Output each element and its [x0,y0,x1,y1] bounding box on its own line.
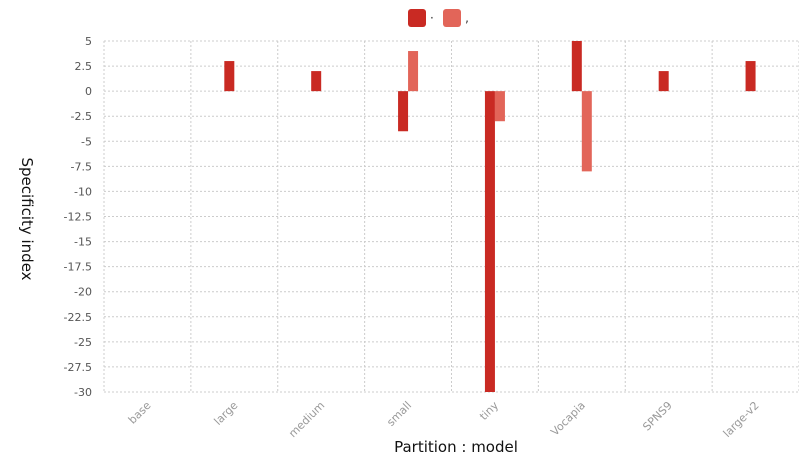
y-tick-label: 2.5 [75,60,93,73]
y-tick-label: 5 [85,35,92,48]
x-tick-label: base [126,399,154,427]
x-tick-label: medium [286,399,327,440]
y-tick-label: -22.5 [64,311,92,324]
y-tick-label: -30 [74,386,92,399]
y-tick-label: -20 [74,286,92,299]
x-axis-ticks: base large medium small tiny Vocapia SPNS9 larg… [126,399,762,441]
x-tick-label: small [384,399,414,429]
y-tick-label: -25 [74,336,92,349]
y-tick-label: -27.5 [64,361,92,374]
x-tick-label: large [212,399,241,428]
legend-label[interactable]: · [430,11,434,25]
y-tick-label: -2.5 [71,110,92,123]
bar-series-1-Vocapia[interactable] [571,41,582,92]
y-tick-label: -15 [74,236,92,249]
grid-lines [103,40,799,393]
bar-series-2-small[interactable] [408,51,419,92]
y-tick-label: -17.5 [64,261,92,274]
x-tick-label: Vocapia [548,399,588,439]
x-axis-title: Partition : model [394,438,518,456]
legend-swatch[interactable] [443,9,461,27]
y-tick-label: 0 [85,85,92,98]
x-tick-label: SPNS9 [640,399,675,434]
y-tick-label: -10 [74,185,92,198]
legend-swatch[interactable] [408,9,426,27]
legend-label[interactable]: ‚ [465,11,469,25]
y-tick-label: -7.5 [71,160,92,173]
bar-series-1-medium[interactable] [311,71,322,92]
bar-series-1-tiny[interactable] [484,91,495,393]
bars [224,41,756,393]
x-tick-label: tiny [477,399,501,423]
y-tick-label: -5 [81,135,92,148]
y-axis-ticks: 5 2.5 0 -2.5 -5 -7.5 -10 -12.5 -15 -17.5 -20 -22.5 -… [64,35,92,399]
x-tick-label: large-v2 [721,399,762,440]
bar-series-2-Vocapia[interactable] [581,91,592,172]
bar-series-2-tiny[interactable] [494,91,505,122]
bar-series-1-SPNS9[interactable] [658,71,669,92]
bar-series-1-large[interactable] [224,61,235,92]
legend[interactable]: · ‚ [408,9,469,27]
bar-series-1-small[interactable] [398,91,409,132]
y-axis-title: Specificity index [18,157,36,280]
bar-series-1-large-v2[interactable] [745,61,756,92]
y-tick-label: -12.5 [64,211,92,224]
